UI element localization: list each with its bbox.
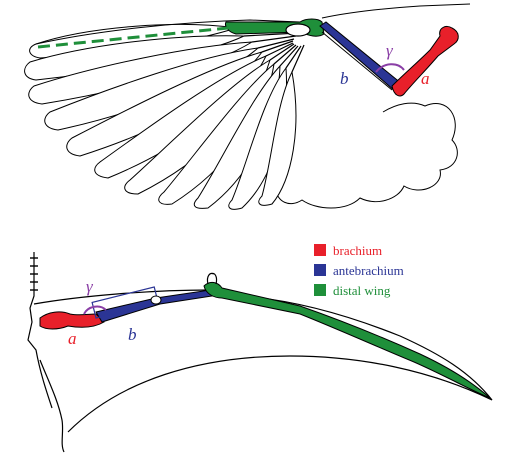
legend: brachium antebrachium distal wing bbox=[314, 240, 454, 300]
bottom-label-a: a bbox=[68, 329, 77, 348]
bottom-label-gamma: γ bbox=[86, 277, 94, 296]
legend-label-brachium: brachium bbox=[333, 244, 382, 257]
top-feathers bbox=[25, 25, 296, 210]
legend-swatch-distal-wing bbox=[314, 284, 326, 296]
top-distal-wing-joint bbox=[286, 24, 310, 36]
bottom-label-b: b bbox=[128, 325, 137, 344]
top-label-b: b bbox=[340, 69, 349, 88]
bottom-wrist-joint bbox=[151, 296, 161, 304]
legend-item-distal-wing: distal wing bbox=[314, 280, 454, 300]
top-wing-figure: a b γ bbox=[25, 4, 470, 209]
legend-swatch-brachium bbox=[314, 244, 326, 256]
top-label-gamma: γ bbox=[386, 41, 394, 60]
legend-item-brachium: brachium bbox=[314, 240, 454, 260]
legend-label-antebrachium: antebrachium bbox=[333, 264, 404, 277]
legend-swatch-antebrachium bbox=[314, 264, 326, 276]
top-label-a: a bbox=[421, 69, 430, 88]
bottom-brachium-bone bbox=[40, 312, 104, 329]
legend-label-distal-wing: distal wing bbox=[333, 284, 390, 297]
legend-item-antebrachium: antebrachium bbox=[314, 260, 454, 280]
